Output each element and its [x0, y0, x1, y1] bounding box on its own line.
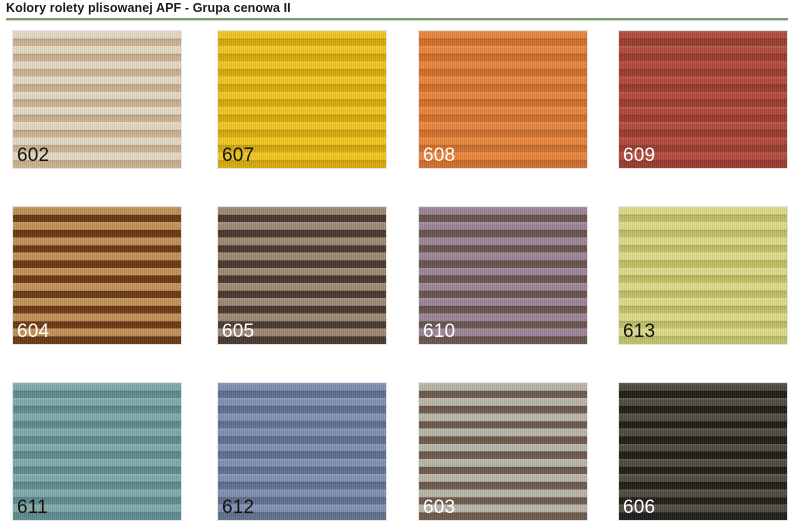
pleat-bands	[619, 383, 787, 520]
color-swatch-604[interactable]: 604	[13, 207, 181, 344]
pleat-bands	[419, 207, 587, 344]
swatch-code-label: 607	[222, 145, 255, 166]
pleat-bands	[13, 31, 181, 168]
color-swatch-611[interactable]: 611	[13, 383, 181, 520]
swatch-code-label: 603	[423, 497, 456, 518]
swatch-code-label: 608	[423, 145, 456, 166]
color-swatch-605[interactable]: 605	[218, 207, 386, 344]
pleat-bands	[218, 207, 386, 344]
page-header: Kolory rolety plisowanej APF - Grupa cen…	[0, 0, 800, 26]
color-swatch-603[interactable]: 603	[419, 383, 587, 520]
pleat-bands	[419, 31, 587, 168]
swatch-code-label: 606	[623, 497, 656, 518]
page-title: Kolory rolety plisowanej APF - Grupa cen…	[6, 1, 291, 15]
swatch-code-label: 611	[17, 497, 48, 518]
color-swatch-610[interactable]: 610	[419, 207, 587, 344]
color-swatch-608[interactable]: 608	[419, 31, 587, 168]
color-swatch-606[interactable]: 606	[619, 383, 787, 520]
swatch-code-label: 605	[222, 321, 255, 342]
swatch-code-label: 613	[623, 321, 656, 342]
color-swatch-602[interactable]: 602	[13, 31, 181, 168]
swatch-code-label: 609	[623, 145, 656, 166]
color-swatch-607[interactable]: 607	[218, 31, 386, 168]
pleat-bands	[419, 383, 587, 520]
color-swatch-612[interactable]: 612	[218, 383, 386, 520]
pleat-bands	[218, 383, 386, 520]
swatch-grid: 602 607 608 609 604 605 610 613 611 612 603 606	[0, 26, 800, 529]
header-divider	[6, 18, 788, 21]
swatch-code-label: 610	[423, 321, 456, 342]
pleat-bands	[619, 207, 787, 344]
pleat-bands	[218, 31, 386, 168]
pleat-bands	[13, 207, 181, 344]
color-swatch-609[interactable]: 609	[619, 31, 787, 168]
swatch-code-label: 612	[222, 497, 255, 518]
swatch-code-label: 602	[17, 145, 50, 166]
pleat-bands	[619, 31, 787, 168]
swatch-code-label: 604	[17, 321, 50, 342]
color-swatch-613[interactable]: 613	[619, 207, 787, 344]
pleat-bands	[13, 383, 181, 520]
